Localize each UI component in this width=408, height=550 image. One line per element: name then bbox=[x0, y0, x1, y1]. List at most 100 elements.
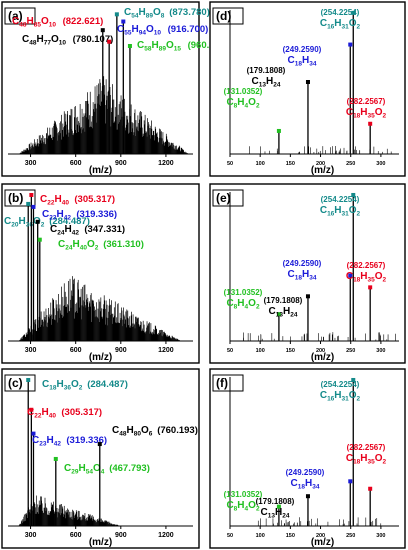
peak-marker bbox=[37, 237, 42, 242]
x-tick-label: 600 bbox=[70, 160, 82, 167]
minor-peaks bbox=[243, 332, 396, 341]
minor-peaks bbox=[249, 146, 392, 154]
x-tick-label: 300 bbox=[25, 347, 37, 354]
spectrum-panel-b: (b)3006009001200(m/z)C20​H36​O2​(284.487… bbox=[1, 183, 200, 364]
x-tick-label: 600 bbox=[70, 347, 82, 354]
peak-mass: (305.317) bbox=[74, 194, 115, 205]
peak-marker bbox=[368, 121, 373, 126]
x-tick-label: 300 bbox=[376, 533, 385, 539]
peak-marker bbox=[305, 80, 310, 84]
peak-mass: (780.107) bbox=[73, 34, 114, 45]
peak-mass: (960.760) bbox=[188, 40, 229, 51]
peak-marker bbox=[31, 204, 36, 209]
peak-mass: (760.193) bbox=[157, 425, 198, 436]
panel-label: (e) bbox=[216, 191, 231, 205]
peak-marker bbox=[107, 39, 112, 44]
peak-marker bbox=[26, 201, 31, 206]
peak-formula: C24​H40​O2​ bbox=[58, 239, 99, 252]
peak-marker bbox=[305, 494, 310, 499]
peak-formula: C48​H85​O10​ bbox=[12, 16, 56, 29]
peak-formula: C16​H31​O2​ bbox=[320, 205, 361, 218]
panel-label-box bbox=[212, 374, 244, 392]
x-tick-label: 50 bbox=[227, 161, 233, 167]
x-tick-label: 900 bbox=[115, 347, 127, 354]
peak-formula: C58​H89​O15​ bbox=[137, 40, 181, 53]
x-tick-label: 300 bbox=[376, 348, 385, 354]
peak-mass: (249.2590) bbox=[283, 259, 322, 268]
peak-formula: C8​H4​O2​ bbox=[226, 500, 260, 513]
peak-formula: C18​H34​ bbox=[288, 55, 317, 68]
peak-marker bbox=[100, 28, 105, 33]
spectrum-background bbox=[18, 76, 189, 154]
peak-mass: (467.793) bbox=[109, 463, 150, 474]
peak-marker bbox=[276, 312, 281, 317]
x-tick-label: 300 bbox=[25, 532, 37, 539]
peak-formula: C18​H36​O2​ bbox=[42, 379, 83, 392]
x-tick-label: 150 bbox=[286, 161, 295, 167]
peak-marker bbox=[35, 219, 40, 224]
x-axis-label: (m/z) bbox=[311, 352, 334, 363]
spectrum-panel-a: (a) 300 600 900 1200 (m/z) C48​H77​O10​ (780.10… bbox=[1, 1, 229, 177]
peak-mass: (179.1808) bbox=[247, 66, 286, 75]
peak-formula: C18​H35​O2​ bbox=[346, 107, 387, 120]
peak-mass: (131.0352) bbox=[224, 288, 263, 297]
peak-mass: (319.336) bbox=[76, 209, 117, 220]
peak-formula: C23​H42​ bbox=[32, 435, 61, 448]
x-tick-label: 100 bbox=[256, 348, 265, 354]
peak-formula: C55​H94​O10​ bbox=[117, 24, 161, 37]
x-axis-label: (m/z) bbox=[89, 352, 112, 363]
peak-formula: C18​H35​O2​ bbox=[346, 453, 387, 466]
panel-label-box bbox=[212, 7, 244, 25]
peak-mass: (282.2567) bbox=[347, 443, 386, 452]
peak-formula: C18​H34​ bbox=[288, 269, 317, 282]
peak-marker bbox=[53, 456, 58, 461]
peak-marker bbox=[348, 479, 353, 484]
peak-marker bbox=[351, 192, 356, 197]
peak-formula: C24​H42​ bbox=[50, 224, 79, 237]
x-tick-label: 1200 bbox=[158, 532, 174, 539]
peak-marker bbox=[127, 44, 132, 48]
peak-mass: (179.1808) bbox=[256, 497, 295, 506]
x-tick-label: 50 bbox=[227, 348, 233, 354]
panel-label-box bbox=[212, 189, 244, 207]
x-tick-label: 300 bbox=[376, 161, 385, 167]
peak-formula: C16​H31​O2​ bbox=[320, 18, 361, 31]
panel-label: (d) bbox=[216, 9, 231, 23]
x-tick-label: 150 bbox=[286, 348, 295, 354]
panel-label: (a) bbox=[8, 9, 23, 23]
x-axis-label: (m/z) bbox=[311, 537, 334, 548]
peak-mass: (179.1808) bbox=[264, 296, 303, 305]
peak-marker bbox=[348, 273, 353, 278]
peak-marker bbox=[26, 377, 31, 382]
peak-mass: (284.487) bbox=[87, 379, 128, 390]
peak-mass: (282.2567) bbox=[347, 97, 386, 106]
x-tick-label: 250 bbox=[346, 161, 355, 167]
peak-marker bbox=[351, 377, 356, 382]
panel-label-box bbox=[4, 7, 36, 25]
peak-mass: (873.780) bbox=[169, 7, 210, 18]
peak-formula: C13​H24​ bbox=[269, 306, 298, 319]
peak-mass: (347.331) bbox=[84, 224, 125, 235]
x-tick-label: 250 bbox=[346, 533, 355, 539]
panel-label-box bbox=[4, 189, 36, 207]
peak-formula: C22​H40​ bbox=[40, 194, 69, 207]
peak-mass: (249.2590) bbox=[286, 468, 325, 477]
peak-mass: (361.310) bbox=[103, 239, 144, 250]
x-tick-label: 900 bbox=[115, 160, 127, 167]
x-tick-label: 200 bbox=[316, 161, 325, 167]
peak-mass: (319.336) bbox=[66, 435, 107, 446]
peak-formula: C23​H42​ bbox=[42, 209, 71, 222]
peak-marker bbox=[305, 294, 310, 299]
peak-mass: (249.2590) bbox=[283, 45, 322, 54]
peak-marker bbox=[121, 19, 126, 24]
peak-formula: C8​H4​O2​ bbox=[226, 298, 260, 311]
spectrum-panel-d: (d) 50 100 150 200 250 300 (m/z) (131.0352)C8​H4… bbox=[209, 1, 406, 177]
peak-marker bbox=[368, 486, 373, 491]
peak-mass: (254.2254) bbox=[321, 195, 360, 204]
peak-mass: (305.317) bbox=[61, 407, 102, 418]
peak-marker bbox=[276, 504, 281, 509]
peak-mass: (822.621) bbox=[63, 16, 104, 27]
peak-marker bbox=[97, 442, 102, 447]
spectrum-panel-c: (c) 300 600 900 1200 (m/z) C18​H36​O2​ (284.487… bbox=[1, 368, 200, 549]
peak-formula: C13​H24​ bbox=[261, 507, 290, 520]
